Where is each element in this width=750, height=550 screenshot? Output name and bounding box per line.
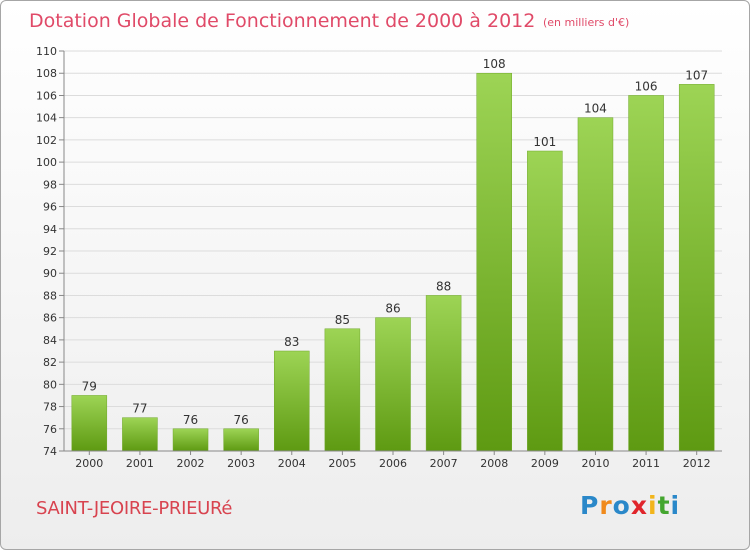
y-tick-label: 86 <box>43 312 57 325</box>
bar-2004 <box>274 350 310 452</box>
y-tick-label: 98 <box>43 178 57 191</box>
bar-2011 <box>628 95 664 452</box>
x-axis-tick-labels: 2000 2001 2002 2003 2004 2005 2006 2007 2008 2009… <box>75 457 710 470</box>
logo-letter: i <box>670 491 681 520</box>
y-axis-tick-labels: 74 76 78 80 82 84 86 88 90 92 94 96 98 100 102 104 106 10… <box>36 45 57 458</box>
logo-letter: r <box>599 491 613 520</box>
x-tick-label-2009: 2009 <box>531 457 559 470</box>
y-tick-label: 92 <box>43 245 57 258</box>
chart-unit-label: (en milliers d'€) <box>543 16 630 29</box>
bar-2003 <box>223 428 259 452</box>
y-tick-label: 74 <box>43 445 57 458</box>
y-tick-label: 82 <box>43 356 57 369</box>
x-tick-label-2004: 2004 <box>278 457 306 470</box>
y-tick-label: 102 <box>36 134 57 147</box>
bar-2002 <box>172 428 209 452</box>
bar-2000 <box>71 395 108 452</box>
y-tick-label: 84 <box>43 334 57 347</box>
x-tick-label-2000: 2000 <box>75 457 103 470</box>
data-label-2006: 86 <box>385 302 400 316</box>
bar-2010 <box>577 117 614 452</box>
data-label-2003: 76 <box>234 413 249 427</box>
data-label-2004: 83 <box>284 335 299 349</box>
proxiti-logo: Proxiti <box>580 491 680 520</box>
y-tick-label: 108 <box>36 67 57 80</box>
logo-letter: o <box>612 491 631 520</box>
data-label-2011: 106 <box>635 79 658 93</box>
commune-name: SAINT-JEOIRE-PRIEURé <box>36 498 233 519</box>
y-tick-label: 96 <box>43 201 57 214</box>
bar-2007 <box>425 295 462 452</box>
y-tick-label: 80 <box>43 378 57 391</box>
y-tick-label: 110 <box>36 45 57 58</box>
data-label-2005: 85 <box>335 313 350 327</box>
y-tick-label: 106 <box>36 89 57 102</box>
y-tick-label: 100 <box>36 156 57 169</box>
bar-2012 <box>678 84 715 452</box>
data-label-2009: 101 <box>533 135 556 149</box>
bar-2006 <box>375 317 411 452</box>
x-tick-label-2011: 2011 <box>632 457 660 470</box>
y-tick-label: 94 <box>43 223 57 236</box>
bar-2001 <box>122 417 158 452</box>
y-tick-label: 90 <box>43 267 57 280</box>
logo-letter: i <box>648 491 658 520</box>
data-label-2000: 79 <box>82 379 97 393</box>
data-label-2012: 107 <box>685 68 708 82</box>
logo-letter: x <box>630 491 648 520</box>
chart-title: Dotation Globale de Fonctionnement de 20… <box>29 10 536 32</box>
x-tick-label-2012: 2012 <box>683 457 711 470</box>
bar-2005 <box>324 328 361 452</box>
y-tick-label: 76 <box>43 423 57 436</box>
data-label-2008: 108 <box>483 57 506 71</box>
y-tick-label: 78 <box>43 401 57 414</box>
x-tick-label-2007: 2007 <box>430 457 458 470</box>
x-tick-label-2002: 2002 <box>177 457 205 470</box>
x-tick-label-2006: 2006 <box>379 457 407 470</box>
y-tick-label: 104 <box>36 112 57 125</box>
bar-2009 <box>527 150 563 452</box>
data-label-2010: 104 <box>584 102 607 116</box>
y-tick-label: 88 <box>43 289 57 302</box>
bars <box>71 72 715 452</box>
data-label-2002: 76 <box>183 413 198 427</box>
x-tick-label-2001: 2001 <box>126 457 154 470</box>
logo-letter: t <box>657 491 671 520</box>
x-tick-label-2010: 2010 <box>581 457 609 470</box>
axes <box>63 51 722 455</box>
bar-2008 <box>476 72 512 452</box>
data-label-2007: 88 <box>436 279 451 293</box>
data-labels: 79 77 76 76 83 85 86 88 108 101 104 106 107 <box>82 57 708 427</box>
data-label-2001: 77 <box>132 402 147 416</box>
x-tick-label-2003: 2003 <box>227 457 255 470</box>
logo-letter: P <box>580 491 600 520</box>
x-tick-label-2008: 2008 <box>480 457 508 470</box>
x-tick-label-2005: 2005 <box>328 457 356 470</box>
